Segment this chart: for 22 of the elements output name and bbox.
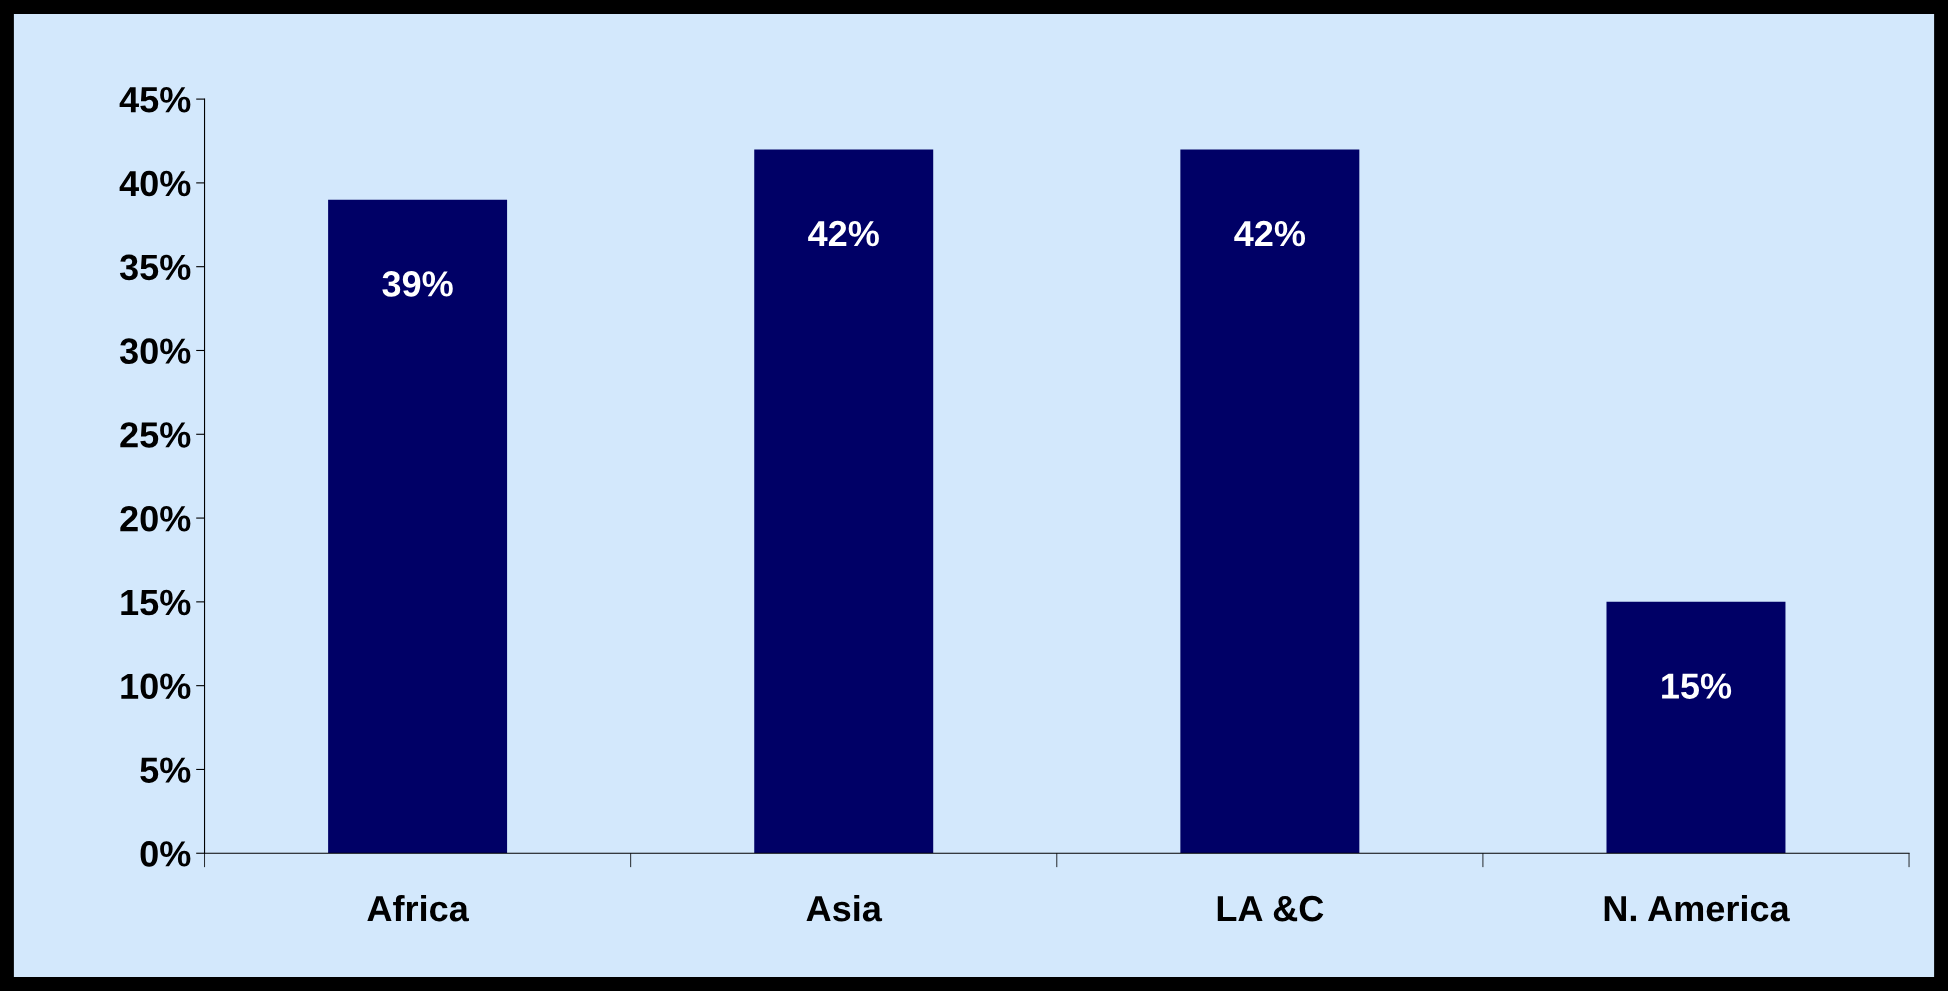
y-tick-label: 15% [121,589,191,616]
y-tick-label: 20% [120,505,191,532]
y-tick-label: 45% [119,87,191,113]
y-tick-label: 40% [119,170,191,197]
x-tick-label: Africa [367,894,470,922]
data-label: 15% [1662,673,1732,699]
y-tick-label: 35% [119,254,191,281]
y-tick-label: 25% [120,422,191,448]
y-tick-label: 0% [140,841,191,867]
bar [754,149,934,854]
data-label: 42% [808,220,879,247]
bar [328,199,508,854]
x-tick-label: N. America [1604,894,1790,922]
y-tick-label: 5% [140,757,191,783]
bar [1180,149,1360,854]
x-tick-label: LA &C [1217,895,1324,922]
data-label: 42% [1234,220,1306,247]
bar [1606,601,1786,854]
y-tick-label: 10% [121,673,191,700]
data-label: 39% [382,271,453,297]
x-tick-label: Asia [806,894,883,922]
y-tick-label: 30% [119,338,191,364]
